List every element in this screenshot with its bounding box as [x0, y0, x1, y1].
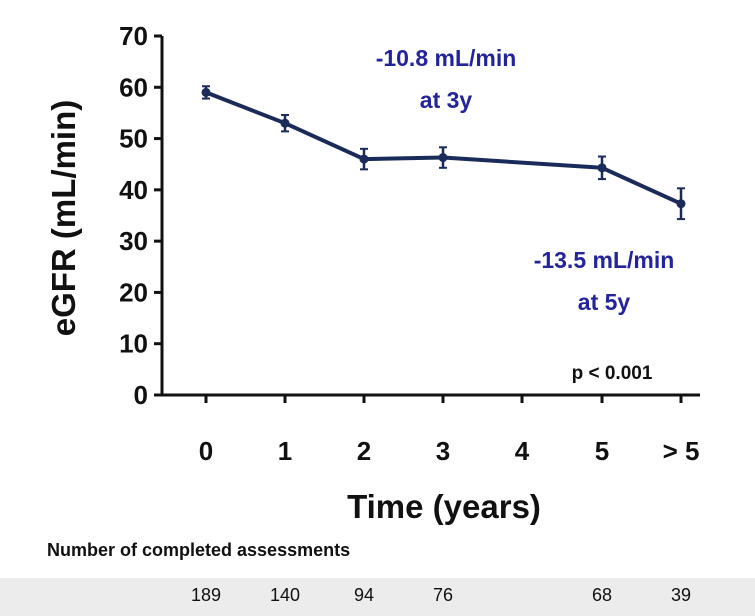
assessment-counts: 189 140 94 76 68 39: [191, 585, 691, 605]
data-point: [359, 154, 369, 164]
annotation-3y-line1: -10.8 mL/min: [376, 45, 517, 71]
y-tick-label: 40: [119, 175, 148, 205]
assessment-count: 39: [671, 585, 691, 605]
y-tick-label: 20: [119, 277, 148, 307]
y-axis-title: eGFR (mL/min): [45, 100, 82, 337]
data-point: [201, 87, 211, 97]
y-tick-label: 30: [119, 226, 148, 256]
assessment-count: 140: [270, 585, 300, 605]
y-tick-label: 50: [119, 124, 148, 154]
assessment-count: 68: [592, 585, 612, 605]
data-point: [597, 163, 607, 173]
x-tick-label: 0: [199, 436, 213, 466]
axes: [160, 36, 700, 397]
data-point: [280, 118, 290, 128]
series-layer: [201, 85, 686, 221]
annotation-5y-line1: -13.5 mL/min: [534, 247, 675, 273]
x-tick-label: > 5: [663, 436, 700, 466]
x-ticks: 0 1 2 3 4 5 > 5: [199, 395, 700, 466]
series-line: [205, 90, 682, 206]
x-axis-title: Time (years): [347, 488, 541, 525]
x-tick-label: 5: [595, 436, 609, 466]
footer-band: [0, 578, 755, 616]
assessment-count: 94: [354, 585, 374, 605]
x-tick-label: 4: [515, 436, 530, 466]
y-ticks: 0 10 20 30 40 50 60 70: [119, 21, 162, 410]
assessment-count: 76: [433, 585, 453, 605]
data-point: [438, 153, 448, 163]
p-value-label: p < 0.001: [572, 363, 653, 384]
y-tick-label: 60: [119, 72, 148, 102]
assessment-count: 189: [191, 585, 221, 605]
data-point: [676, 199, 686, 209]
x-tick-label: 1: [278, 436, 292, 466]
y-tick-label: 10: [119, 329, 148, 359]
assessments-title: Number of completed assessments: [47, 540, 350, 560]
annotation-3y-line2: at 3y: [420, 87, 473, 113]
y-tick-label: 0: [134, 380, 148, 410]
x-tick-label: 3: [436, 436, 450, 466]
annotation-5y-line2: at 5y: [578, 289, 631, 315]
y-tick-label: 70: [119, 21, 148, 51]
x-tick-label: 2: [357, 436, 371, 466]
